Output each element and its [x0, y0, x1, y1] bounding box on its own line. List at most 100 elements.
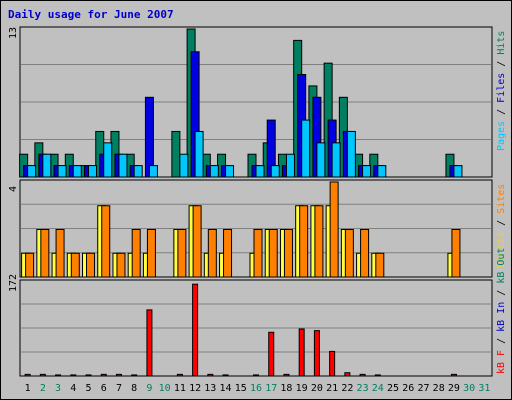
day-label-21: 21: [326, 383, 339, 394]
bar-sites-day-2: [40, 229, 50, 278]
bar-pages-day-18: [285, 153, 295, 178]
bar-pages-day-14: [225, 165, 235, 178]
bar-pages-day-4: [72, 165, 82, 178]
bar-pages-day-19: [301, 119, 311, 178]
bar-pages-day-17: [270, 165, 280, 178]
day-label-6: 6: [100, 383, 107, 394]
bar-kb-f-day-14: [222, 374, 229, 377]
day-label-27: 27: [417, 383, 430, 394]
day-label-20: 20: [310, 383, 323, 394]
day-label-2: 2: [39, 383, 46, 394]
bar-sites-day-12: [192, 205, 202, 278]
bar-kb-f-day-6: [100, 373, 107, 377]
day-label-23: 23: [356, 383, 369, 394]
bar-sites-day-17: [268, 229, 278, 278]
day-label-18: 18: [280, 383, 293, 394]
bar-pages-day-24: [377, 165, 387, 178]
bar-pages-day-9: [148, 165, 158, 178]
bar-kb-f-day-29: [450, 373, 457, 377]
bar-kb-f-day-12: [192, 283, 199, 377]
bar-sites-day-8: [131, 229, 141, 278]
bar-sites-day-1: [25, 252, 35, 278]
day-label-29: 29: [447, 383, 460, 394]
day-label-25: 25: [387, 383, 400, 394]
day-label-5: 5: [85, 383, 92, 394]
bar-kb-f-day-22: [344, 372, 351, 377]
bar-sites-day-23: [360, 229, 370, 278]
bar-kb-f-day-21: [329, 350, 336, 377]
bar-pages-day-12: [194, 130, 204, 178]
bar-kb-f-day-20: [313, 330, 320, 377]
bar-pages-day-3: [57, 165, 67, 178]
axis-label-part: /: [496, 331, 507, 350]
day-label-14: 14: [219, 383, 232, 394]
day-label-30: 30: [463, 383, 476, 394]
bar-kb-f-day-4: [70, 374, 77, 377]
bar-kb-f-day-24: [374, 374, 381, 377]
bar-kb-f-day-19: [298, 328, 305, 377]
day-label-24: 24: [371, 383, 384, 394]
bar-sites-day-16: [253, 229, 263, 278]
bar-pages-day-1: [27, 165, 37, 178]
kb-axis-label: kB F / kB In / kB Out: [496, 248, 507, 374]
bar-kb-f-day-17: [268, 331, 275, 377]
bar-sites-day-3: [55, 229, 65, 278]
bar-kb-f-day-2: [39, 373, 46, 377]
bar-sites-day-29: [451, 229, 461, 278]
bar-files-day-9: [144, 96, 154, 178]
axis-label-part: /: [496, 214, 507, 233]
day-label-13: 13: [204, 383, 217, 394]
bar-pages-day-5: [88, 165, 98, 178]
axis-label-part: /: [496, 103, 507, 122]
day-label-31: 31: [478, 383, 491, 394]
day-label-11: 11: [173, 383, 186, 394]
bar-pages-day-29: [453, 165, 463, 178]
bar-pages-day-21: [331, 142, 341, 178]
bar-pages-day-7: [118, 153, 128, 178]
day-label-8: 8: [131, 383, 138, 394]
bar-sites-day-13: [207, 229, 217, 278]
bar-kb-f-day-11: [176, 373, 183, 377]
bar-pages-day-20: [316, 142, 326, 178]
bar-kb-f-day-18: [283, 373, 290, 377]
day-label-10: 10: [158, 383, 171, 394]
bar-pages-day-8: [133, 165, 143, 178]
axis-label-part: kB Out: [496, 247, 507, 284]
axis-label-part: /: [496, 55, 507, 74]
day-label-7: 7: [115, 383, 122, 394]
bar-sites-day-9: [146, 229, 156, 278]
axis-label-part: /: [496, 283, 507, 302]
bar-pages-day-2: [42, 153, 52, 178]
bar-sites-day-6: [101, 205, 111, 278]
axis-label-part: kB F: [496, 349, 507, 374]
axis-label-part: kB In: [496, 301, 507, 332]
bar-sites-day-22: [344, 229, 354, 278]
hits-files-pages-axis-label: Pages / Files / Hits: [496, 31, 507, 151]
day-label-16: 16: [249, 383, 263, 394]
axis-label-part: Files: [496, 73, 507, 104]
bar-kb-f-day-23: [359, 373, 366, 377]
bar-pages-day-11: [179, 153, 189, 178]
bar-hits-day-11: [171, 130, 181, 178]
bar-kb-f-day-7: [115, 373, 122, 377]
day-label-17: 17: [265, 383, 278, 394]
bar-kb-f-day-13: [207, 373, 214, 377]
bar-kb-f-day-5: [85, 374, 92, 377]
day-label-4: 4: [70, 383, 77, 394]
bar-sites-day-20: [314, 205, 324, 278]
bar-sites-day-21: [329, 181, 339, 278]
day-label-26: 26: [402, 383, 415, 394]
bar-kb-f-day-9: [146, 309, 153, 377]
day-label-12: 12: [189, 383, 202, 394]
bar-sites-day-24: [375, 252, 385, 278]
bar-sites-day-14: [223, 229, 233, 278]
bar-kb-f-day-8: [131, 374, 138, 377]
axis-label-part: Hits: [496, 30, 507, 56]
bar-pages-day-13: [209, 165, 219, 178]
bar-pages-day-23: [362, 165, 372, 178]
bar-kb-f-day-1: [24, 373, 31, 377]
bar-sites-day-19: [299, 205, 309, 278]
bar-pages-day-22: [346, 130, 356, 178]
bar-sites-day-4: [70, 252, 80, 278]
day-label-19: 19: [295, 383, 308, 394]
